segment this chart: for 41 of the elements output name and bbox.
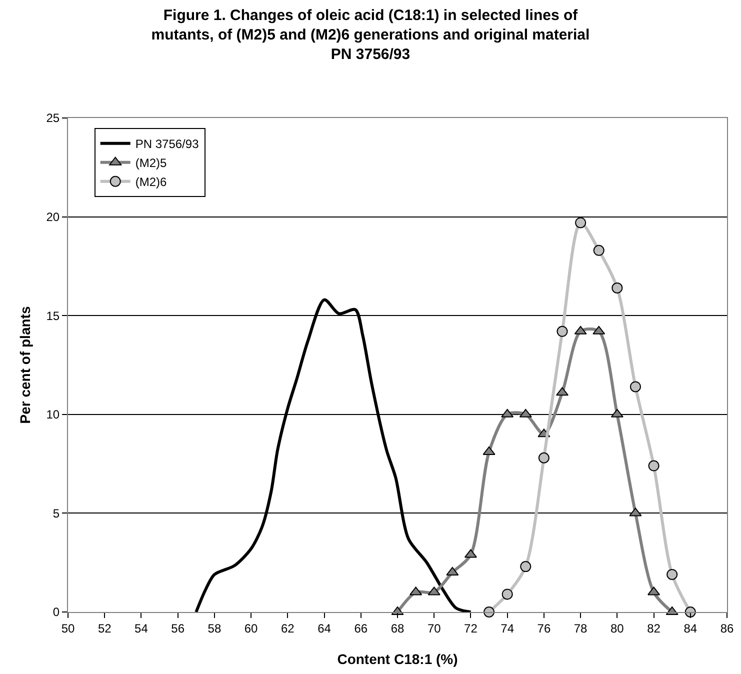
point (593, 244, 604, 256)
x-tick-label: 54 (134, 621, 148, 636)
x-tick-label: 74 (500, 621, 514, 636)
x-tick-label: 60 (244, 621, 258, 636)
x-tick-label: 72 (464, 621, 478, 636)
legend-label: (M2)5 (135, 156, 168, 170)
x-tick-label: 52 (98, 621, 112, 636)
point (648, 460, 660, 472)
point (556, 326, 568, 337)
x-tick-label: 78 (574, 621, 588, 636)
y-axis-title: Per cent of plants (17, 306, 33, 424)
x-tick-label: 80 (610, 621, 624, 636)
point (520, 561, 532, 572)
x-tick-label: 86 (720, 621, 734, 636)
x-tick-label: 82 (647, 621, 661, 636)
y-tick-label: 15 (46, 308, 60, 323)
y-tick-label: 10 (46, 408, 60, 422)
x-tick-label: 68 (390, 621, 404, 636)
x-tick-label: 66 (354, 621, 368, 636)
y-tick-label: 25 (46, 111, 60, 126)
point (612, 282, 623, 294)
x-tick-label: 84 (684, 621, 698, 636)
x-tick-label: 58 (208, 621, 222, 636)
x-tick-label: 64 (318, 621, 332, 636)
chart-title: Figure 1. Changes of oleic acid (C18:1) in selected lines of mutants, of (M2)5 and (M2)6 generations and original material PN 3756/93 (151, 7, 590, 64)
x-tick-label: 70 (427, 621, 442, 636)
x-tick-label: 50 (61, 621, 75, 636)
point (502, 588, 513, 600)
y-tick-label: 0 (52, 605, 60, 620)
y-tick-label: 20 (46, 210, 60, 224)
point (630, 381, 641, 392)
x-axis-title: Content C18:1 (%) (337, 651, 458, 667)
x-tick-label: 76 (537, 621, 551, 636)
y-tick-label: 5 (52, 506, 60, 520)
point (575, 217, 586, 228)
point (538, 452, 550, 464)
x-tick-label: 62 (280, 621, 295, 636)
x-tick-label: 56 (171, 621, 185, 636)
legend-label: (M2)6 (135, 175, 168, 190)
legend-label: PN 3756/93 (135, 137, 200, 152)
point (666, 568, 678, 580)
